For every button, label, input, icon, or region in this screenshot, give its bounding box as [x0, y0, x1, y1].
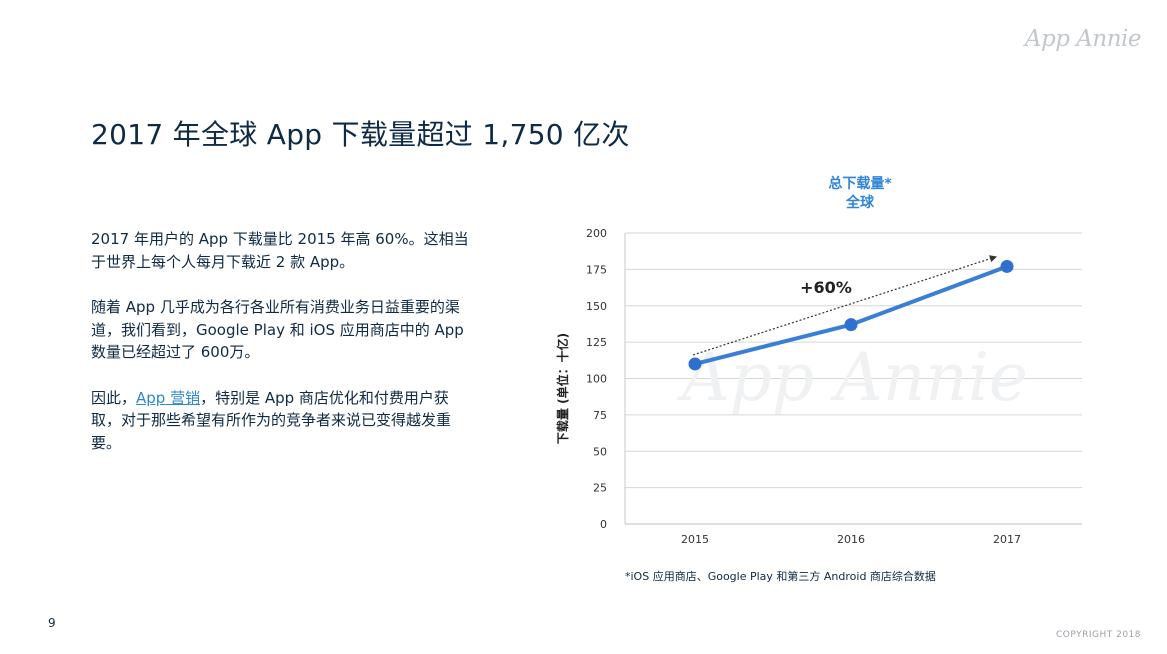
- chart-title: 总下载量* 全球: [760, 175, 960, 213]
- y-tick-label: 125: [586, 336, 607, 349]
- y-tick-label: 50: [593, 445, 607, 458]
- chart-title-line1: 总下载量*: [828, 176, 892, 192]
- y-tick-label: 25: [593, 482, 607, 495]
- label-layer: 0 25 50 75 100 125 150 175 200 2015 2016 2017: [586, 227, 1021, 546]
- growth-annotation: +60%: [800, 278, 852, 297]
- page-number: 9: [48, 616, 56, 630]
- paragraph-1: 2017 年用户的 App 下载量比 2015 年高 60%。这相当于世界上每个…: [91, 230, 469, 271]
- download-line-chart: 0 25 50 75 100 125 150 175 200 2015 2016 2017 App A…: [555, 227, 1082, 546]
- paragraph-3: 因此，App 营销，特别是 App 商店优化和付费用户获取，对于那些希望有所作为…: [91, 387, 471, 455]
- y-tick-label: 200: [586, 227, 607, 240]
- chart-title-line2: 全球: [846, 195, 874, 211]
- x-tick-label: 2015: [681, 533, 709, 546]
- y-tick-label: 150: [586, 300, 607, 313]
- app-annie-watermark: App Annie: [676, 339, 1028, 416]
- y-axis-label: 下载量 (单位：十亿): [555, 333, 570, 444]
- y-tick-label: 75: [593, 409, 607, 422]
- data-point: [1000, 259, 1014, 273]
- trend-arrow: [692, 255, 998, 356]
- data-point: [688, 357, 702, 371]
- footnote: *iOS 应用商店、Google Play 和第三方 Android 商店综合数…: [625, 570, 936, 583]
- copyright: COPYRIGHT 2018: [1055, 630, 1141, 640]
- y-tick-label: 175: [586, 263, 607, 276]
- app-annie-logo: App Annie: [1024, 26, 1142, 52]
- x-tick-label: 2016: [837, 533, 865, 546]
- slide-title: 2017 年全球 App 下载量超过 1,750 亿次: [91, 118, 630, 151]
- y-tick-label: 0: [600, 518, 607, 531]
- app-marketing-link[interactable]: App 营销: [136, 388, 201, 407]
- paragraph-2: 随着 App 几乎成为各行各业所有消费业务日益重要的渠道，我们看到，Google…: [91, 298, 464, 361]
- body-text: 2017 年用户的 App 下载量比 2015 年高 60%。这相当于世界上每个…: [91, 228, 471, 477]
- data-point: [844, 318, 858, 332]
- y-tick-label: 100: [586, 373, 607, 386]
- paragraph-3-rest: ，特别是 App 商店优化和付费用户获取，对于那些希望有所作为的竞争者来说已变得…: [91, 388, 452, 452]
- paragraph-3-lead: 因此，: [91, 388, 137, 407]
- series-layer: [688, 259, 1014, 371]
- x-tick-label: 2017: [993, 533, 1021, 546]
